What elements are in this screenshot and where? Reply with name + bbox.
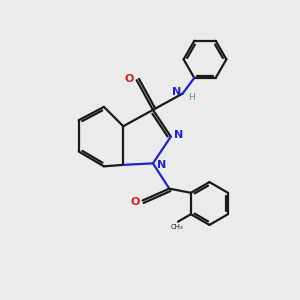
Text: CH₃: CH₃ [170, 224, 183, 230]
Text: H: H [188, 94, 195, 103]
Text: N: N [172, 87, 181, 97]
Text: N: N [157, 160, 166, 170]
Text: N: N [174, 130, 184, 140]
Text: O: O [125, 74, 134, 84]
Text: O: O [131, 197, 140, 207]
